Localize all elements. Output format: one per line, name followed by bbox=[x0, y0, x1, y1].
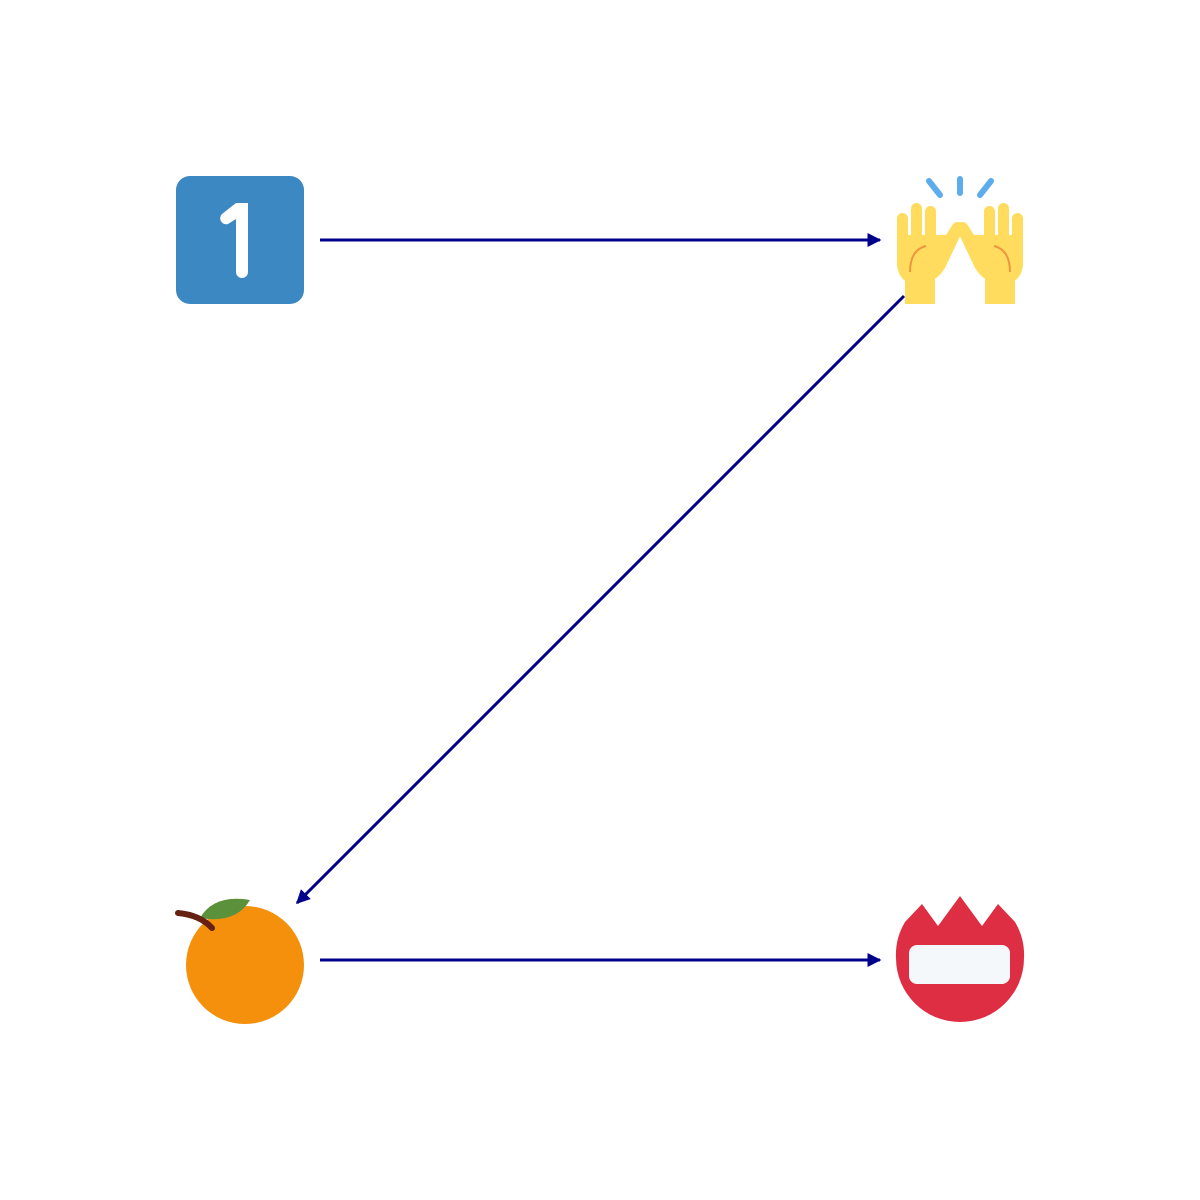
node-name-badge bbox=[895, 896, 1025, 1022]
keycap-one-icon bbox=[176, 176, 304, 304]
edge-hands-to-tangerine bbox=[295, 294, 906, 905]
edges bbox=[295, 233, 906, 967]
node-raising-hands bbox=[897, 176, 1023, 304]
node-tangerine bbox=[175, 898, 304, 1024]
node-keycap-one bbox=[176, 176, 304, 304]
tangerine-icon bbox=[175, 898, 304, 1024]
raising-hands-icon bbox=[897, 176, 1023, 304]
name-badge-icon bbox=[895, 896, 1025, 1022]
